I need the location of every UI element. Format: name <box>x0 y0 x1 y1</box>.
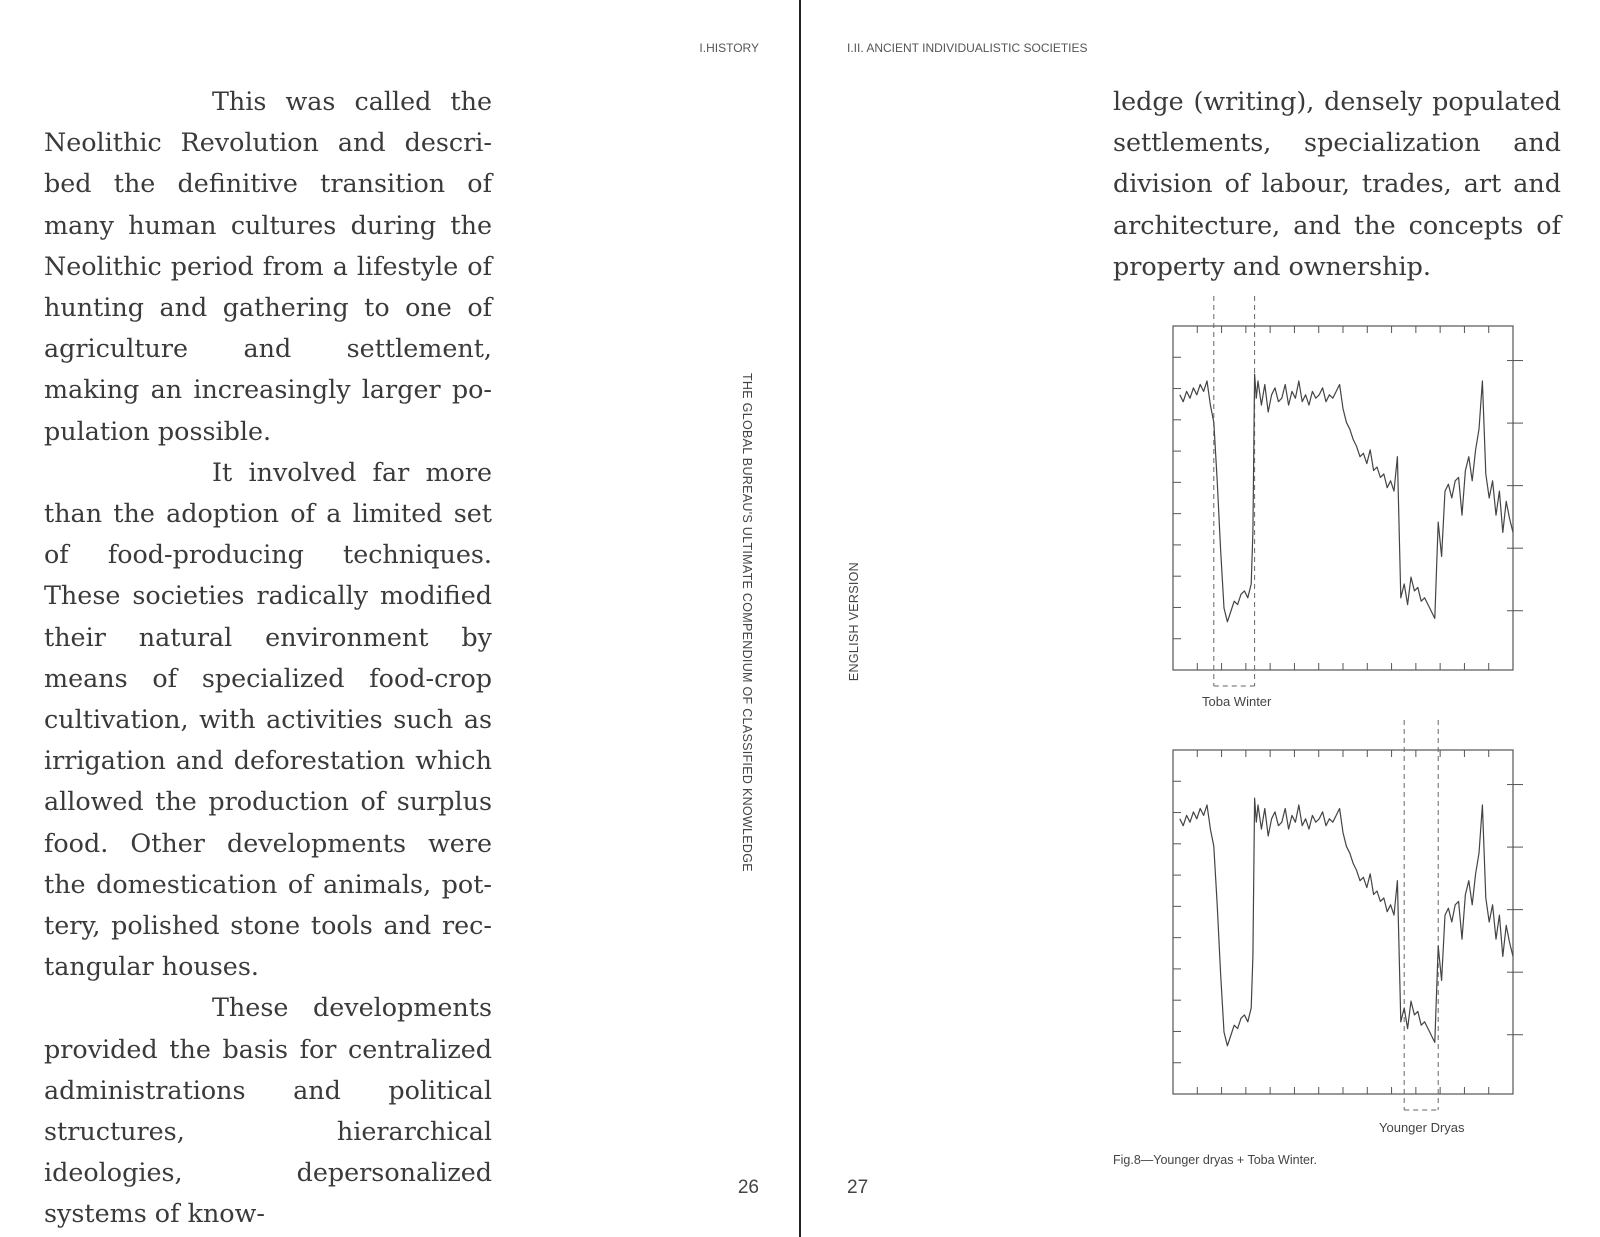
paragraph: It involved far more than the adoption o… <box>44 456 492 982</box>
page-number-left: 26 <box>737 1177 759 1198</box>
toba-winter-label: Toba Winter <box>1202 694 1272 709</box>
left-page: I.HISTORY This was called the Neolithic … <box>44 41 759 1235</box>
chart-frame <box>1172 325 1514 671</box>
left-body-text: This was called the Neolithic Revolution… <box>44 81 492 1235</box>
paragraph: This was called the Neolithic Revolution… <box>44 86 492 446</box>
edition-label: ENGLISH VERSION <box>847 562 861 682</box>
data-series-line <box>1179 797 1514 1047</box>
running-head-right: I.II. ANCIENT INDIVIDUALISTIC SOCIETIES <box>847 41 1088 55</box>
younger-dryas-chart <box>1172 720 1523 1111</box>
page-number-right: 27 <box>847 1177 869 1198</box>
chart-frame <box>1172 749 1514 1095</box>
paragraph: ledge (writing), densely populated settl… <box>1113 86 1561 281</box>
running-head-left: I.HISTORY <box>699 41 759 55</box>
data-series-line <box>1179 373 1514 623</box>
page-gutter-divider <box>799 0 801 1237</box>
spine-title: THE GLOBAL BUREAU'S ULTIMATE COMPENDIUM … <box>740 373 754 872</box>
paragraph: These developments provided the basis fo… <box>44 992 492 1229</box>
right-page: I.II. ANCIENT INDIVIDUALISTIC SOCIETIES … <box>800 0 1600 1237</box>
younger-dryas-label: Younger Dryas <box>1379 1120 1465 1135</box>
figure-caption: Fig.8—Younger dryas + Toba Winter. <box>1113 1153 1317 1167</box>
right-body-text: ledge (writing), densely populated settl… <box>1113 81 1561 287</box>
toba-winter-chart <box>1172 296 1523 687</box>
